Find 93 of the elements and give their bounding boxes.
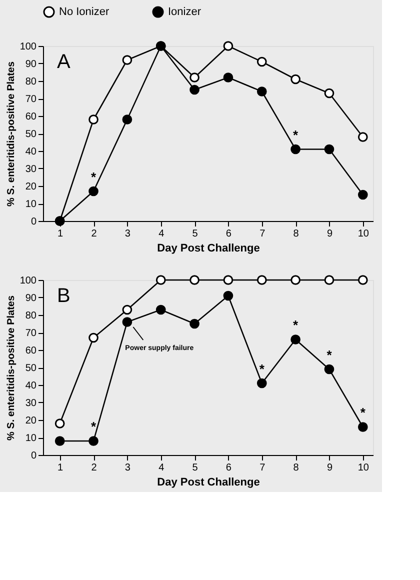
y-tick-label: 60 (25, 112, 37, 122)
point (290, 334, 300, 344)
y-tick-label: 20 (25, 416, 37, 426)
annotation: * (90, 419, 97, 434)
point (54, 436, 65, 446)
point (190, 72, 200, 82)
point (324, 88, 334, 98)
x-tick-label: 9 (326, 462, 333, 474)
point (223, 275, 234, 285)
point (324, 364, 334, 374)
y-tick-label: 10 (25, 199, 37, 210)
x-tick-label: 2 (91, 228, 98, 240)
point (54, 418, 65, 428)
point (290, 275, 300, 285)
x-tick-label: 6 (226, 228, 232, 240)
x-axis-title: Day Post Challenge (157, 476, 260, 488)
point (256, 56, 267, 67)
point (256, 275, 267, 285)
point (358, 132, 368, 142)
x-tick-label: 6 (226, 462, 232, 474)
x-tick-label: 5 (192, 228, 198, 240)
x-tick-label: 1 (58, 462, 64, 474)
legend-label: Ionizer (168, 6, 202, 18)
x-tick-label: 4 (158, 462, 165, 474)
annotation: * (90, 169, 97, 184)
point (223, 290, 234, 301)
point (223, 72, 234, 82)
point (190, 318, 200, 329)
y-axis-title: % S. enteritidis-positive Plates (6, 61, 17, 207)
annotation: * (360, 405, 366, 420)
point (358, 275, 368, 285)
point (156, 304, 166, 315)
annotation: * (326, 347, 333, 362)
annotation: A (57, 51, 71, 73)
y-tick-label: 80 (25, 76, 37, 88)
point (290, 74, 300, 84)
y-tick-label: 0 (30, 450, 37, 462)
x-tick-label: 8 (293, 228, 300, 240)
y-tick-label: 70 (25, 94, 37, 105)
annotation: * (293, 318, 300, 332)
legend-label: No Ionizer (59, 6, 110, 18)
point (156, 275, 166, 285)
x-tick-label: 7 (260, 228, 266, 240)
point (358, 422, 368, 432)
point (122, 317, 132, 327)
point (256, 86, 267, 96)
annotation: * (293, 127, 300, 142)
point (256, 378, 267, 388)
x-tick-label: 3 (124, 228, 131, 240)
point (190, 275, 200, 285)
point (88, 114, 98, 124)
x-tick-label: 7 (260, 462, 266, 474)
y-axis-title: % S. enteritidis-positive Plates (6, 295, 17, 441)
y-tick-label: 70 (25, 328, 37, 339)
y-tick-label: 30 (25, 164, 37, 175)
x-tick-label: 4 (158, 228, 165, 240)
y-tick-label: 100 (20, 276, 37, 286)
y-tick-label: 40 (25, 380, 37, 392)
x-tick-label: 10 (358, 462, 370, 474)
y-tick-label: 0 (30, 216, 37, 228)
point (358, 190, 368, 200)
y-tick-label: 50 (25, 363, 37, 374)
y-tick-label: 50 (25, 129, 37, 140)
y-tick-label: 60 (25, 346, 37, 356)
x-tick-label: 2 (91, 462, 98, 474)
point (122, 304, 132, 315)
x-tick-label: 8 (293, 462, 300, 474)
point (122, 55, 132, 65)
point (324, 144, 334, 154)
x-tick-label: 3 (124, 462, 131, 474)
x-tick-label: 10 (358, 228, 370, 240)
point (88, 436, 98, 446)
y-tick-label: 90 (25, 293, 37, 304)
x-tick-label: 1 (58, 228, 64, 240)
y-tick-label: 20 (25, 182, 37, 192)
point (122, 114, 132, 124)
y-tick-label: 80 (25, 310, 37, 322)
x-axis-title: Day Post Challenge (157, 242, 260, 254)
point (324, 275, 334, 285)
y-tick-label: 10 (25, 433, 37, 444)
point (88, 186, 98, 196)
x-tick-label: 5 (192, 462, 198, 474)
annotation: B (57, 285, 70, 307)
annotation: * (259, 361, 266, 376)
x-tick-label: 9 (326, 228, 333, 240)
point (223, 41, 234, 51)
y-tick-label: 30 (25, 398, 37, 409)
y-tick-label: 100 (20, 42, 37, 52)
point (88, 332, 98, 343)
point (290, 144, 300, 154)
y-tick-label: 40 (25, 146, 37, 158)
point (190, 84, 200, 95)
y-tick-label: 90 (25, 59, 37, 70)
